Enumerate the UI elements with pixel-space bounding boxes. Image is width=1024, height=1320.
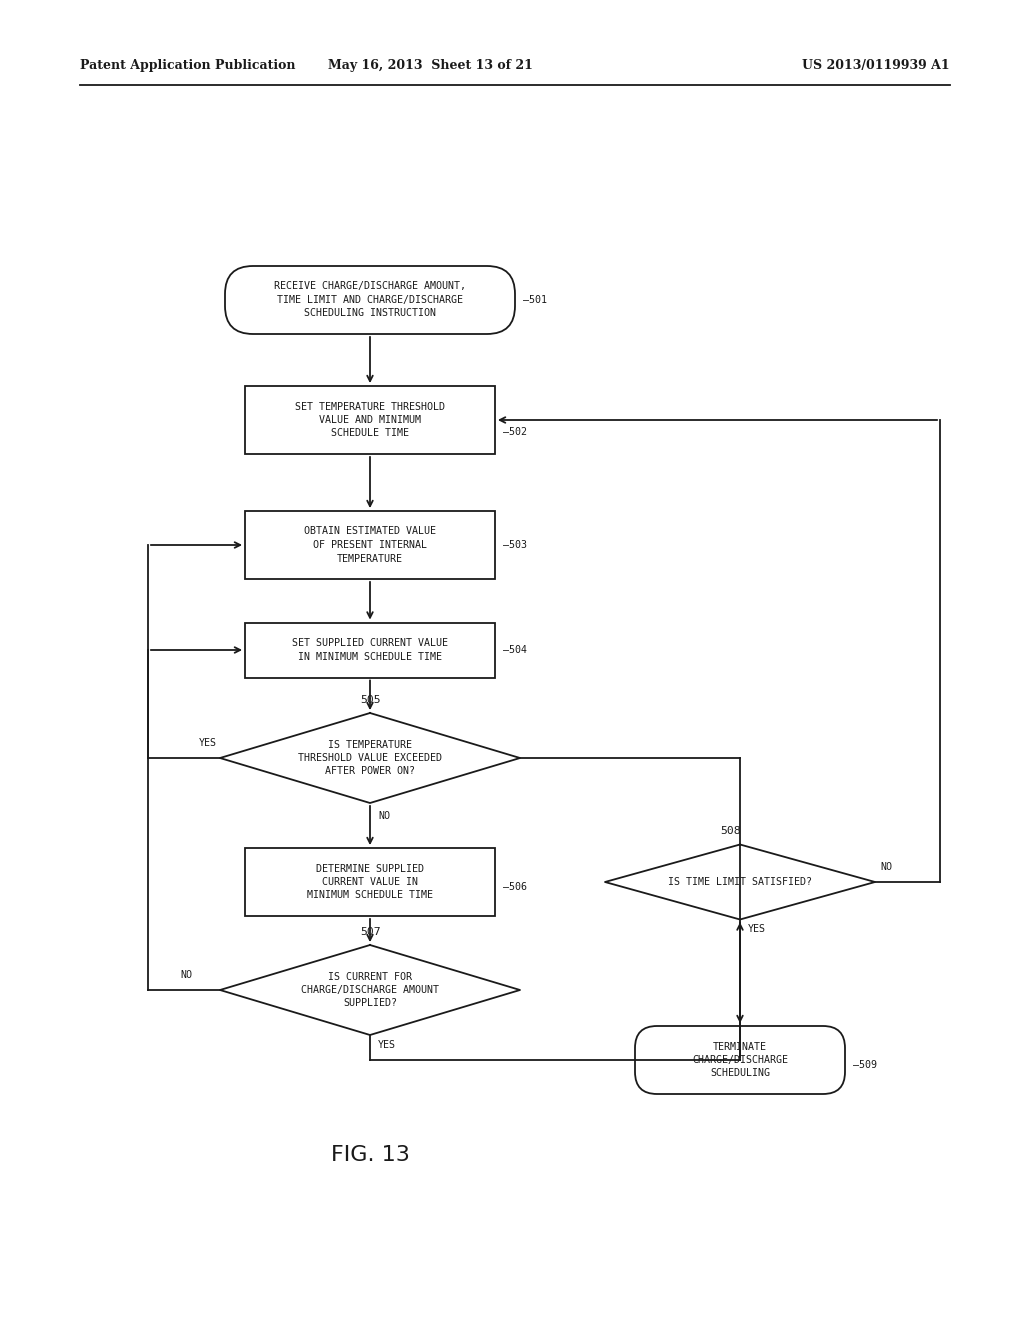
Text: SET TEMPERATURE THRESHOLD: SET TEMPERATURE THRESHOLD (295, 401, 445, 412)
Text: CHARGE/DISCHARGE AMOUNT: CHARGE/DISCHARGE AMOUNT (301, 985, 439, 995)
Text: THRESHOLD VALUE EXCEEDED: THRESHOLD VALUE EXCEEDED (298, 752, 442, 763)
Text: AFTER POWER ON?: AFTER POWER ON? (325, 767, 415, 776)
Text: SCHEDULING INSTRUCTION: SCHEDULING INSTRUCTION (304, 309, 436, 318)
Text: OBTAIN ESTIMATED VALUE: OBTAIN ESTIMATED VALUE (304, 527, 436, 536)
Text: CHARGE/DISCHARGE: CHARGE/DISCHARGE (692, 1055, 788, 1065)
Text: 508: 508 (720, 826, 740, 837)
Text: —502: —502 (503, 426, 527, 437)
Text: SCHEDULING: SCHEDULING (710, 1068, 770, 1078)
Polygon shape (220, 713, 520, 803)
Text: —509: —509 (853, 1060, 877, 1071)
Bar (245, 623, 495, 677)
Text: CURRENT VALUE IN: CURRENT VALUE IN (322, 876, 418, 887)
Text: TIME LIMIT AND CHARGE/DISCHARGE: TIME LIMIT AND CHARGE/DISCHARGE (278, 294, 463, 305)
Text: TEMPERATURE: TEMPERATURE (337, 553, 403, 564)
Text: YES: YES (748, 924, 766, 935)
Text: VALUE AND MINIMUM: VALUE AND MINIMUM (319, 414, 421, 425)
Text: IS CURRENT FOR: IS CURRENT FOR (328, 972, 412, 982)
Text: IN MINIMUM SCHEDULE TIME: IN MINIMUM SCHEDULE TIME (298, 652, 442, 661)
Text: IS TEMPERATURE: IS TEMPERATURE (328, 739, 412, 750)
Bar (245, 511, 495, 579)
Text: YES: YES (378, 1040, 396, 1049)
Text: NO: NO (378, 810, 390, 821)
Text: US 2013/0119939 A1: US 2013/0119939 A1 (803, 58, 950, 71)
Text: —501: —501 (523, 294, 547, 305)
Text: NO: NO (880, 862, 892, 873)
Text: 507: 507 (360, 927, 381, 937)
Bar (245, 385, 495, 454)
Text: NO: NO (180, 970, 193, 979)
Text: IS TIME LIMIT SATISFIED?: IS TIME LIMIT SATISFIED? (668, 876, 812, 887)
FancyBboxPatch shape (225, 267, 515, 334)
Bar (245, 847, 495, 916)
Text: May 16, 2013  Sheet 13 of 21: May 16, 2013 Sheet 13 of 21 (328, 58, 532, 71)
Text: —503: —503 (503, 540, 527, 550)
Text: SUPPLIED?: SUPPLIED? (343, 998, 397, 1008)
Text: YES: YES (199, 738, 217, 748)
Text: MINIMUM SCHEDULE TIME: MINIMUM SCHEDULE TIME (307, 891, 433, 900)
Text: —504: —504 (503, 645, 527, 655)
Text: TERMINATE: TERMINATE (713, 1041, 767, 1052)
Polygon shape (220, 945, 520, 1035)
Text: DETERMINE SUPPLIED: DETERMINE SUPPLIED (316, 863, 424, 874)
Text: Patent Application Publication: Patent Application Publication (80, 58, 296, 71)
Text: OF PRESENT INTERNAL: OF PRESENT INTERNAL (313, 540, 427, 550)
Polygon shape (605, 845, 874, 920)
Text: RECEIVE CHARGE/DISCHARGE AMOUNT,: RECEIVE CHARGE/DISCHARGE AMOUNT, (274, 281, 466, 292)
Text: 505: 505 (360, 696, 381, 705)
Text: —506: —506 (503, 882, 527, 892)
Text: FIG. 13: FIG. 13 (331, 1144, 410, 1166)
FancyBboxPatch shape (635, 1026, 845, 1094)
Text: SCHEDULE TIME: SCHEDULE TIME (331, 429, 409, 438)
Text: SET SUPPLIED CURRENT VALUE: SET SUPPLIED CURRENT VALUE (292, 639, 449, 648)
